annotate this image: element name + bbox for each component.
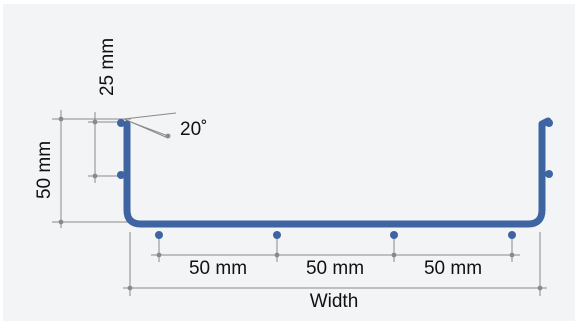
hole-dot xyxy=(117,119,125,127)
hole-dot xyxy=(117,171,125,179)
marker xyxy=(58,116,64,122)
angle-leader xyxy=(127,120,169,137)
marker xyxy=(391,252,397,258)
profile-holes xyxy=(117,119,553,239)
label-spacing-1: 50 mm xyxy=(189,258,247,279)
marker xyxy=(537,285,543,291)
label-spacing-2: 50 mm xyxy=(306,258,364,279)
hole-dot xyxy=(390,231,398,239)
label-spacing-3: 50 mm xyxy=(424,258,482,279)
label-height-total: 50 mm xyxy=(34,141,55,199)
hole-dot xyxy=(155,231,163,239)
label-width: Width xyxy=(310,291,359,312)
hole-dot xyxy=(545,119,553,127)
marker xyxy=(127,285,133,291)
label-height-upper: 25 mm xyxy=(97,38,118,96)
label-angle: 20˚ xyxy=(180,119,207,140)
hole-dot xyxy=(273,231,281,239)
marker xyxy=(92,119,98,125)
background-panel xyxy=(3,4,575,321)
marker xyxy=(58,219,64,225)
marker xyxy=(165,133,171,139)
hole-dot xyxy=(545,170,553,178)
marker xyxy=(156,252,162,258)
marker xyxy=(274,252,280,258)
dimension-markers xyxy=(58,116,543,291)
marker xyxy=(509,252,515,258)
hole-dot xyxy=(508,231,516,239)
marker xyxy=(92,173,98,179)
angle-line-upper xyxy=(123,112,177,120)
tray-profile xyxy=(123,117,552,228)
